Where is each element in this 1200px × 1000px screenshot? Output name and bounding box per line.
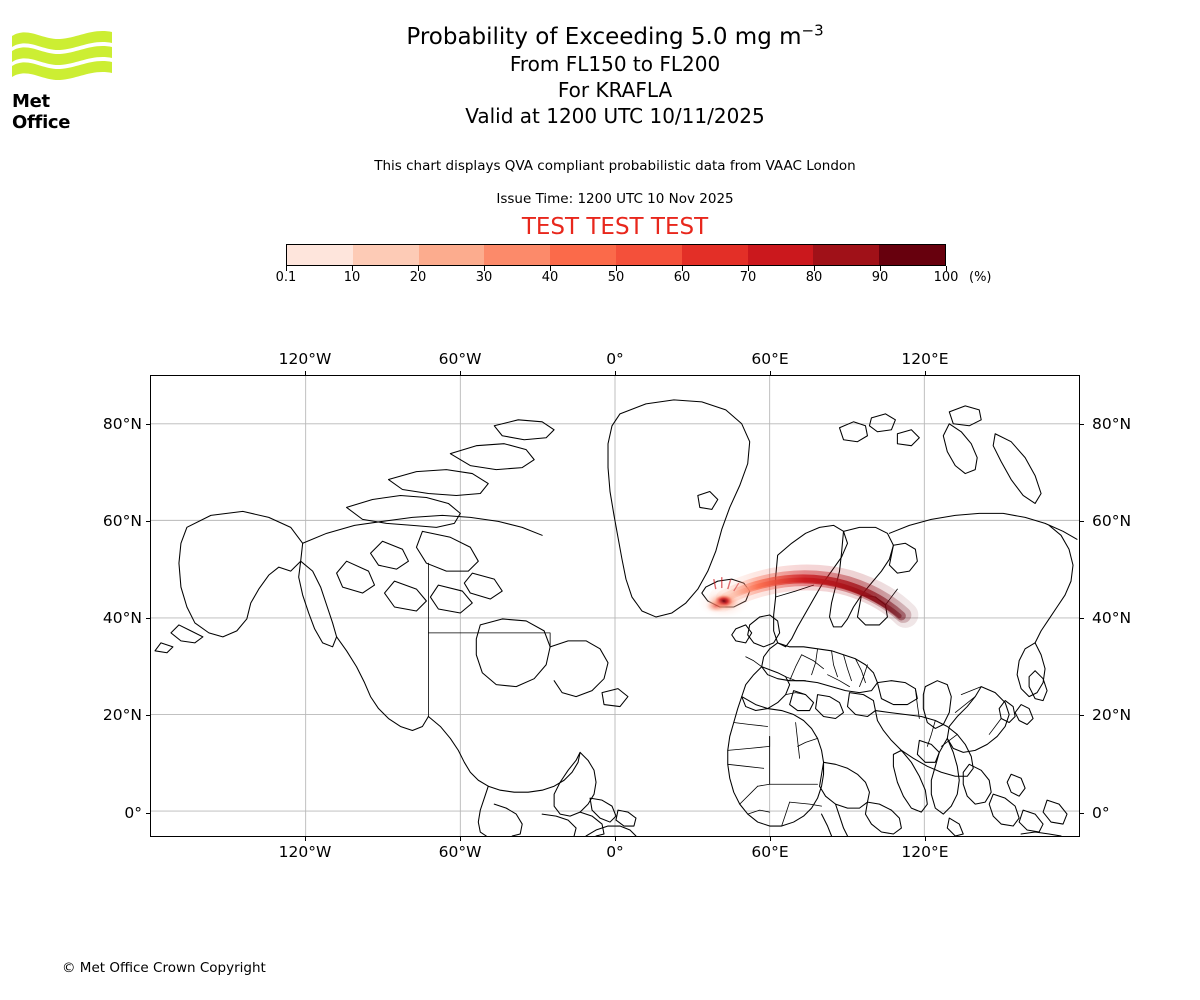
map-lon-tick [770,371,771,375]
map-lat-label-right: 40°N [1092,609,1132,628]
map-lat-label-left: 0° [124,803,142,822]
colorbar-gradient [286,244,946,266]
map-lon-label-bottom: 120°E [901,843,949,861]
colorbar-tick-label: 0.1 [275,270,297,285]
map-lat-tick [146,715,150,717]
colorbar-tick-label: 60 [673,270,691,285]
map-graticule [151,376,1079,836]
copyright-text: © Met Office Crown Copyright [62,960,266,976]
colorbar-tickmark [814,266,815,271]
ash-probability-plume [697,564,919,628]
title-volcano: For KRAFLA [557,78,673,102]
issue-time-text: Issue Time: 1200 UTC 10 Nov 2025 [496,191,734,207]
map-lon-label-top: 120°E [901,350,949,368]
map-lon-tick [925,371,926,375]
map-lat-tick [146,423,150,425]
colorbar-segment-2 [418,245,485,265]
map-lon-tick [460,371,461,375]
colorbar-tick-label: 20 [409,270,427,285]
map-lon-label-top: 120°W [278,350,332,368]
chart-title-block: Probability of Exceeding 5.0 mg m−3 From… [150,21,1080,129]
map-lat-tick [146,520,150,522]
colorbar-tick-label: 50 [607,270,625,285]
colorbar-tickmark [418,266,419,271]
met-office-logo: Met Office [12,26,112,133]
colorbar-tickmark [682,266,683,271]
page-title: Probability of Exceeding 5.0 mg m−3 [150,21,1080,51]
map-lon-tick [305,371,306,375]
colorbar-segment-4 [550,245,616,265]
probability-colorbar [286,244,946,266]
map-lat-label-right: 20°N [1092,706,1132,725]
map-lat-label-left: 60°N [102,511,142,530]
colorbar-segment-8 [813,245,880,265]
disclaimer-text: This chart displays QVA compliant probab… [374,158,856,174]
colorbar-segment-9 [879,245,945,265]
colorbar-tickmark [286,266,287,271]
colorbar-segment-1 [352,245,419,265]
colorbar-tick-label: 90 [871,270,889,285]
colorbar-tickmark [550,266,551,271]
met-office-logo-text: Met Office [12,91,71,133]
page-title-text: Probability of Exceeding 5.0 mg m [406,24,802,50]
map-lon-tick [615,837,616,841]
colorbar-tick-label: 70 [739,270,757,285]
chart-note-block: This chart displays QVA compliant probab… [150,155,1080,241]
map-lon-label-top: 60°E [751,350,789,368]
colorbar-segment-6 [681,245,748,265]
map-canvas [151,376,1079,836]
map-lon-tick [925,837,926,841]
map-lon-label-top: 60°W [438,350,482,368]
title-valid-time: Valid at 1200 UTC 10/11/2025 [465,104,765,128]
colorbar-tickmark [748,266,749,271]
colorbar-unit-label: (%) [969,270,992,285]
title-flight-levels: From FL150 to FL200 [509,52,721,76]
map-lat-label-right: 60°N [1092,511,1132,530]
map-lon-tick [305,837,306,841]
map-lat-tick [146,812,150,814]
map-lon-label-bottom: 60°E [751,843,789,861]
colorbar-tick-label: 10 [343,270,361,285]
colorbar-tickmark [484,266,485,271]
test-banner: TEST TEST TEST [521,214,709,240]
map-lon-label-top: 0° [606,350,624,368]
map-lat-tick [146,618,150,620]
coastline-layer [154,399,1078,836]
world-map-plot[interactable] [150,375,1080,837]
colorbar-tickmark [352,266,353,271]
map-lon-tick [615,371,616,375]
colorbar-tickmark [616,266,617,271]
colorbar-segment-7 [747,245,814,265]
map-lat-tick [1080,618,1084,620]
colorbar-tickmark [946,266,947,271]
map-lat-tick [1080,812,1084,814]
map-lon-label-bottom: 0° [606,843,624,861]
map-lat-label-right: 0° [1092,803,1110,822]
colorbar-tick-label: 80 [805,270,823,285]
colorbar-tick-label: 30 [475,270,493,285]
map-lat-tick [1080,520,1084,522]
map-lat-label-left: 40°N [102,609,142,628]
map-lon-tick [770,837,771,841]
map-lon-label-bottom: 120°W [278,843,332,861]
colorbar-segment-0 [287,245,353,265]
colorbar-tick-label: 40 [541,270,559,285]
colorbar-tickmark [880,266,881,271]
colorbar-segment-3 [484,245,551,265]
map-lon-tick [460,837,461,841]
map-lat-label-right: 80°N [1092,414,1132,433]
map-lat-label-left: 80°N [102,414,142,433]
colorbar-segment-5 [615,245,682,265]
met-office-wave-mark [12,31,112,81]
page-title-exponent: −3 [801,21,824,40]
map-lat-label-left: 20°N [102,706,142,725]
colorbar-ticks: 0.1 10 20 30 40 50 60 70 80 90 100 [276,266,958,286]
map-lat-tick [1080,423,1084,425]
map-lon-label-bottom: 60°W [438,843,482,861]
map-lat-tick [1080,715,1084,717]
colorbar-tick-label: 100 [933,270,959,285]
